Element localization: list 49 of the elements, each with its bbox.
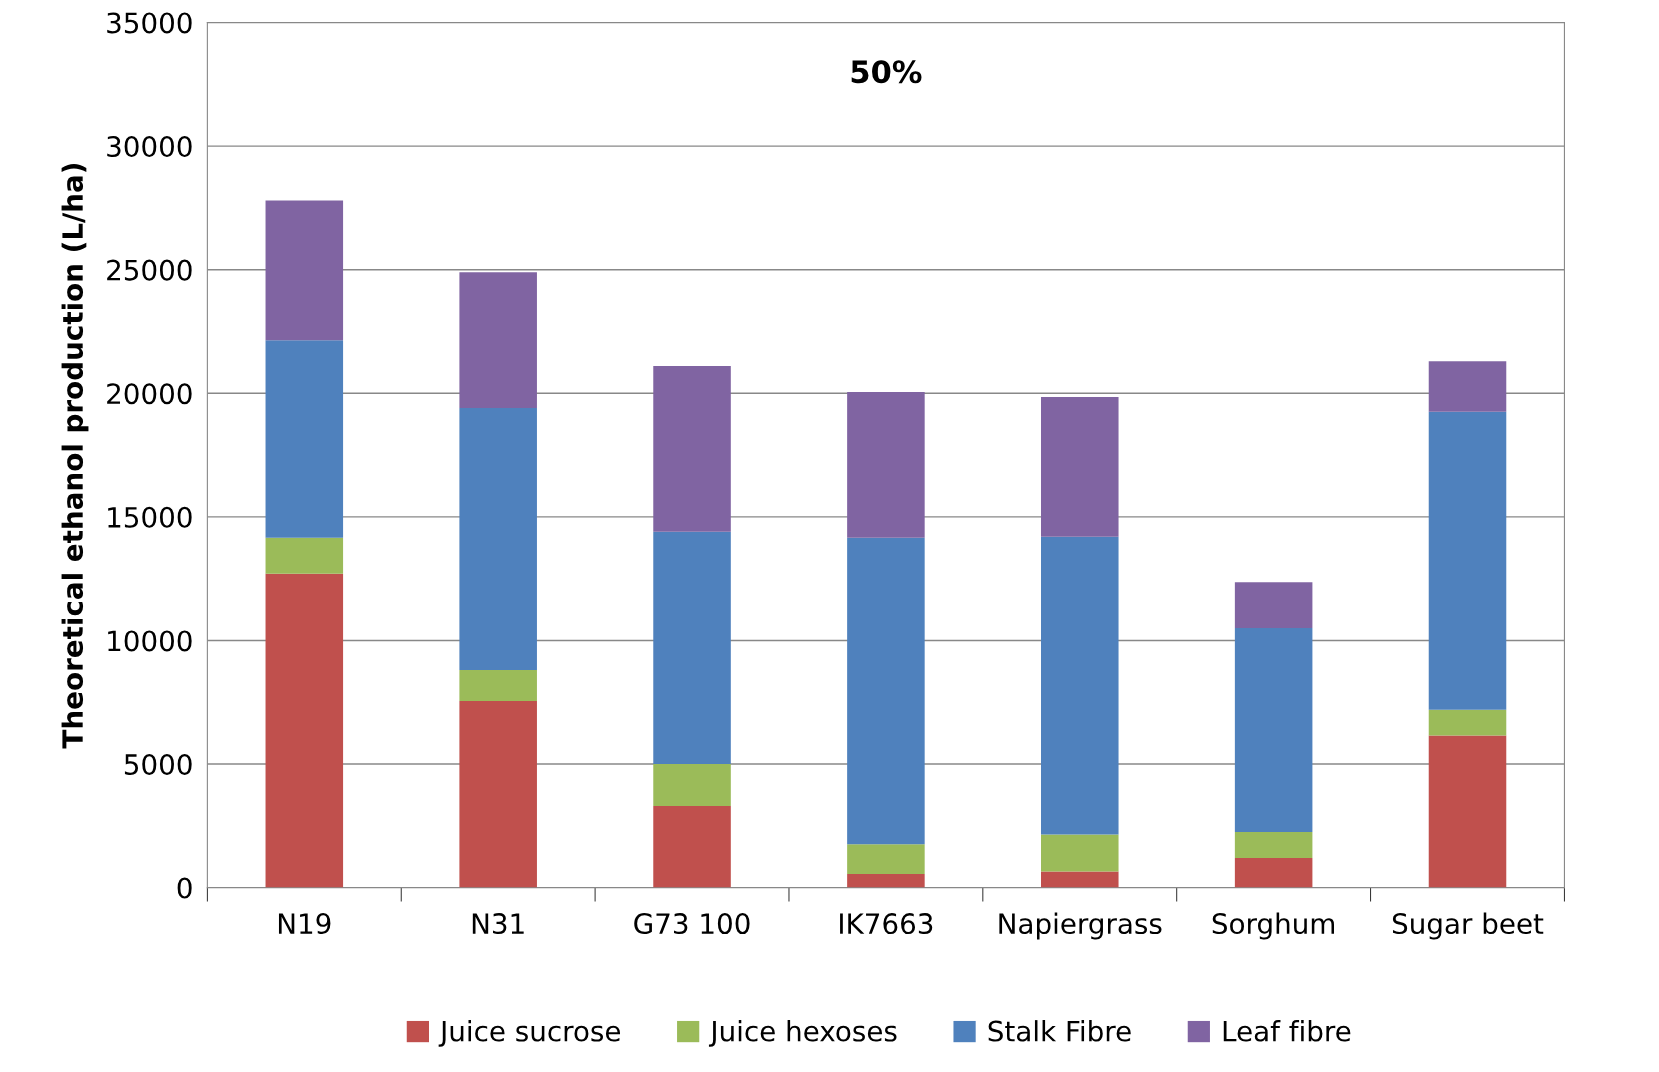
legend-label: Stalk Fibre: [988, 1020, 1131, 1042]
legend-label: Leaf fibre: [1223, 1020, 1351, 1042]
text: 50%: [851, 60, 922, 84]
x-tick-label: N19: [278, 913, 331, 935]
bar: [459, 701, 537, 888]
bar: [265, 537, 344, 574]
bar: [1234, 582, 1313, 629]
bar: [1234, 832, 1313, 858]
y-tick-label: 35000: [107, 12, 192, 34]
bar: [847, 844, 925, 875]
x-tick-label: Napiergrass: [999, 912, 1162, 940]
bar: [653, 806, 731, 888]
bar: [265, 200, 344, 341]
legend-label: Juice sucrose: [438, 1020, 621, 1047]
bar: [1234, 857, 1313, 888]
bar: [847, 537, 925, 845]
y-tick-label: 10000: [108, 630, 192, 652]
bar: [653, 366, 731, 532]
bar: [653, 764, 731, 807]
x-tick-label: IK7663: [840, 913, 933, 935]
bar: [1428, 361, 1507, 412]
bar: [1041, 536, 1119, 835]
bar: [265, 573, 344, 888]
y-tick-label: 25000: [107, 259, 192, 281]
x-tick-label: Sorghum: [1212, 912, 1335, 940]
y-tick-label: 0: [177, 877, 192, 899]
bar: [1428, 411, 1507, 710]
bar: [653, 531, 731, 765]
x-tick-label: G73 100: [634, 913, 750, 935]
y-tick-label: 5000: [124, 753, 192, 775]
bar: [1428, 709, 1507, 736]
y-tick-label: 15000: [108, 506, 192, 528]
bar: [459, 670, 537, 701]
bar: [1041, 871, 1119, 888]
bar: [847, 874, 925, 888]
x-tick-label: N31: [472, 913, 524, 935]
bar: [1234, 628, 1313, 832]
x-tick-label: Sugar beet: [1392, 912, 1544, 940]
y-axis-title: Theoretical ethanol production (L/ha): [61, 163, 89, 749]
y-tick-label: 20000: [107, 383, 192, 405]
bar: [459, 272, 537, 409]
bar: [1041, 396, 1119, 537]
y-tick-label: 30000: [107, 136, 192, 158]
bar: [265, 340, 344, 538]
bar: [459, 408, 537, 671]
bar: [1041, 834, 1119, 872]
legend-label: Juice hexoses: [708, 1020, 897, 1047]
bar: [1428, 735, 1507, 888]
bar: [847, 392, 925, 538]
